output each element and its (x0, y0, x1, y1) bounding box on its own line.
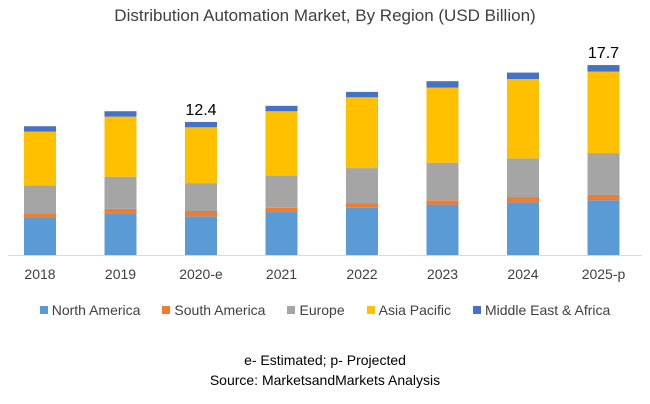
bar-segment-europe-2022 (346, 168, 378, 204)
bar-segment-europe-2020-e (185, 183, 217, 212)
legend-label: North America (51, 302, 141, 318)
legend-label: Middle East & Africa (485, 302, 611, 318)
stacked-bar-chart: 2018 2019 2020-e 12.4 2021 2022 2023 2024 2025-p… (8, 45, 642, 282)
bar-segment-south-america-2024 (507, 197, 539, 203)
bar-segment-south-america-2021 (265, 207, 298, 213)
bar-segment-asia-pacific-2020-e (185, 127, 217, 184)
bar-segment-middle-east-africa-2024 (507, 72, 539, 80)
bar-segment-south-america-2018 (24, 213, 56, 218)
bar-segment-europe-2025-p (587, 153, 620, 195)
legend-item: Middle East & Africa (473, 302, 610, 318)
bar-segment-middle-east-africa-2019 (104, 111, 137, 117)
legend-swatch (39, 306, 48, 314)
legend-swatch (366, 306, 375, 314)
bar-segment-south-america-2023 (426, 200, 459, 205)
bar-segment-north-america-2024 (507, 202, 539, 255)
chart-legend: North America South America Europe Asia Pac… (0, 302, 650, 318)
x-tick-label: 2018 (24, 266, 55, 282)
legend-label: South America (174, 302, 266, 318)
bar-segment-south-america-2019 (104, 208, 137, 214)
x-tick-label: 2020-e (179, 266, 223, 282)
footnote-source: Source: MarketsandMarkets Analysis (209, 372, 441, 388)
bar-segment-asia-pacific-2024 (507, 79, 539, 159)
legend-label: Asia Pacific (378, 302, 451, 318)
x-tick-label: 2023 (427, 266, 458, 282)
bar-segment-europe-2021 (265, 175, 298, 208)
data-label-total: 17.7 (588, 45, 619, 62)
legend-item: North America (39, 302, 141, 318)
bar-segment-middle-east-africa-2021 (265, 105, 298, 112)
legend-swatch (473, 306, 481, 314)
bar-segment-north-america-2022 (346, 207, 378, 255)
legend-swatch (287, 306, 296, 314)
bar-segment-south-america-2020-e (185, 211, 217, 217)
bar-segment-north-america-2018 (24, 217, 56, 255)
legend-item: Europe (287, 302, 345, 318)
bar-segment-north-america-2019 (104, 213, 137, 255)
bar-segment-asia-pacific-2023 (426, 87, 459, 163)
bar-segment-asia-pacific-2019 (104, 116, 137, 177)
footnote-abbreviations: e- Estimated; p- Projected (244, 352, 406, 368)
legend-item: Asia Pacific (366, 302, 451, 318)
bar-segment-south-america-2022 (346, 203, 378, 208)
bar-segment-europe-2023 (426, 162, 459, 201)
bar-segment-asia-pacific-2021 (265, 111, 298, 176)
legend-item: South America (162, 302, 265, 318)
x-tick-label: 2025-p (582, 266, 626, 282)
bar-segment-south-america-2025-p (587, 194, 620, 201)
bar-segment-europe-2024 (507, 158, 539, 198)
bar-segment-asia-pacific-2018 (24, 131, 56, 186)
bar-segment-asia-pacific-2022 (346, 97, 378, 169)
legend-swatch (162, 306, 171, 314)
bar-segment-middle-east-africa-2023 (426, 81, 459, 88)
bar-segment-middle-east-africa-2018 (24, 126, 56, 132)
x-tick-label: 2024 (507, 266, 538, 282)
bar-segment-north-america-2025-p (587, 200, 620, 255)
bar-segment-europe-2019 (104, 176, 137, 209)
bar-segment-middle-east-africa-2020-e (185, 121, 217, 128)
chart-title: Distribution Automation Market, By Regio… (114, 6, 536, 25)
legend-label: Europe (299, 302, 345, 318)
bar-segment-asia-pacific-2025-p (587, 71, 620, 154)
x-tick-label: 2019 (105, 266, 136, 282)
bar-segment-north-america-2023 (426, 204, 459, 255)
bar-segment-north-america-2021 (265, 212, 298, 255)
x-tick-label: 2022 (346, 266, 377, 282)
bar-segment-middle-east-africa-2025-p (587, 65, 620, 72)
bar-segment-europe-2018 (24, 185, 56, 214)
bar-segment-north-america-2020-e (185, 216, 217, 255)
bar-segment-middle-east-africa-2022 (346, 91, 378, 98)
data-label-total: 12.4 (185, 102, 216, 119)
x-tick-label: 2021 (266, 266, 297, 282)
